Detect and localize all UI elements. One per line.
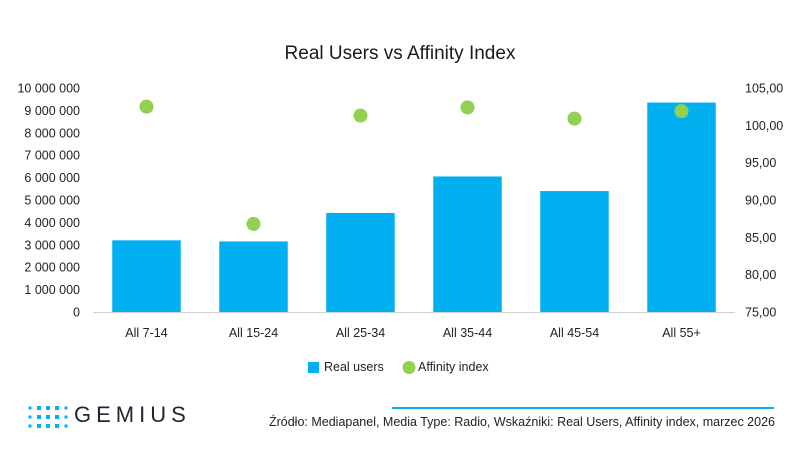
legend-swatch-affinity-index xyxy=(402,361,416,374)
bar-real-users xyxy=(540,191,609,312)
y-left-tick-label: 5 000 000 xyxy=(24,194,80,208)
legend-label-affinity-index: Affinity index xyxy=(418,360,489,374)
y-right-tick-label: 80,00 xyxy=(745,268,776,282)
logo-dot xyxy=(37,424,41,428)
gemius-logo-icon xyxy=(28,406,68,428)
logo-dot xyxy=(46,415,50,419)
y-left-tick-label: 10 000 000 xyxy=(17,82,80,96)
logo-dot xyxy=(55,424,59,428)
bar-real-users xyxy=(219,241,288,312)
y-left-tick-label: 8 000 000 xyxy=(24,126,80,140)
bar-real-users xyxy=(112,240,181,312)
y-right-tick-label: 75,00 xyxy=(745,306,776,320)
logo-dot xyxy=(64,415,68,419)
y-left-tick-label: 4 000 000 xyxy=(24,216,80,230)
x-tick-label: All 35-44 xyxy=(443,326,492,340)
y-left-tick-label: 0 xyxy=(73,306,80,320)
x-tick-label: All 7-14 xyxy=(125,326,167,340)
y-right-tick-label: 105,00 xyxy=(745,82,783,96)
point-affinity-index xyxy=(139,99,154,114)
y-left-tick-label: 2 000 000 xyxy=(24,261,80,275)
y-right-tick-label: 95,00 xyxy=(745,156,776,170)
right-axis-ticks: 75,00 80,00 85,00 90,00 95,00 100,00 105,00 xyxy=(745,82,783,320)
logo-dot xyxy=(28,424,32,428)
x-tick-label: All 25-34 xyxy=(336,326,385,340)
bars-real-users xyxy=(112,102,716,312)
logo-dot xyxy=(55,406,59,410)
logo-dot xyxy=(28,406,32,410)
point-affinity-index xyxy=(246,216,261,231)
x-tick-label: All 45-54 xyxy=(550,326,599,340)
logo-dot xyxy=(28,415,32,419)
legend-label-real-users: Real users xyxy=(324,360,384,374)
x-tick-label: All 15-24 xyxy=(229,326,278,340)
y-left-tick-label: 7 000 000 xyxy=(24,149,80,163)
point-affinity-index xyxy=(460,100,475,115)
x-axis-labels: All 7-14 All 15-24 All 25-34 All 35-44 All 4… xyxy=(125,326,700,340)
legend-swatch-real-users xyxy=(308,362,319,373)
combo-chart: Real Users vs Affinity Index 0 1 000 000 2… xyxy=(17,43,783,374)
point-affinity-index xyxy=(674,104,689,119)
y-left-tick-label: 6 000 000 xyxy=(24,171,80,185)
chart-legend: Real users Affinity index xyxy=(308,360,489,374)
logo-dot xyxy=(46,424,50,428)
bar-real-users xyxy=(647,102,716,312)
source-note: Źródło: Mediapanel, Media Type: Radio, W… xyxy=(268,415,775,429)
y-left-tick-label: 1 000 000 xyxy=(24,283,80,297)
y-right-tick-label: 85,00 xyxy=(745,231,776,245)
chart-title: Real Users vs Affinity Index xyxy=(285,43,516,64)
y-right-tick-label: 90,00 xyxy=(745,194,776,208)
y-left-tick-label: 3 000 000 xyxy=(24,238,80,252)
brand-name: GEMIUS xyxy=(74,402,191,427)
logo-dot xyxy=(37,406,41,410)
footer-divider xyxy=(392,407,774,409)
y-right-tick-label: 100,00 xyxy=(745,119,783,133)
logo-dot xyxy=(55,415,59,419)
point-affinity-index xyxy=(567,111,582,126)
logo-dot xyxy=(64,406,68,410)
logo-dot xyxy=(64,424,68,428)
y-left-tick-label: 9 000 000 xyxy=(24,104,80,118)
bar-real-users xyxy=(326,212,395,312)
x-tick-label: All 55+ xyxy=(662,326,701,340)
logo-dot xyxy=(46,406,50,410)
bar-real-users xyxy=(433,176,502,312)
logo-dot xyxy=(37,415,41,419)
points-affinity-index xyxy=(139,99,689,231)
point-affinity-index xyxy=(353,108,368,123)
left-axis-ticks: 0 1 000 000 2 000 000 3 000 000 4 000 000 5 0… xyxy=(17,82,80,320)
